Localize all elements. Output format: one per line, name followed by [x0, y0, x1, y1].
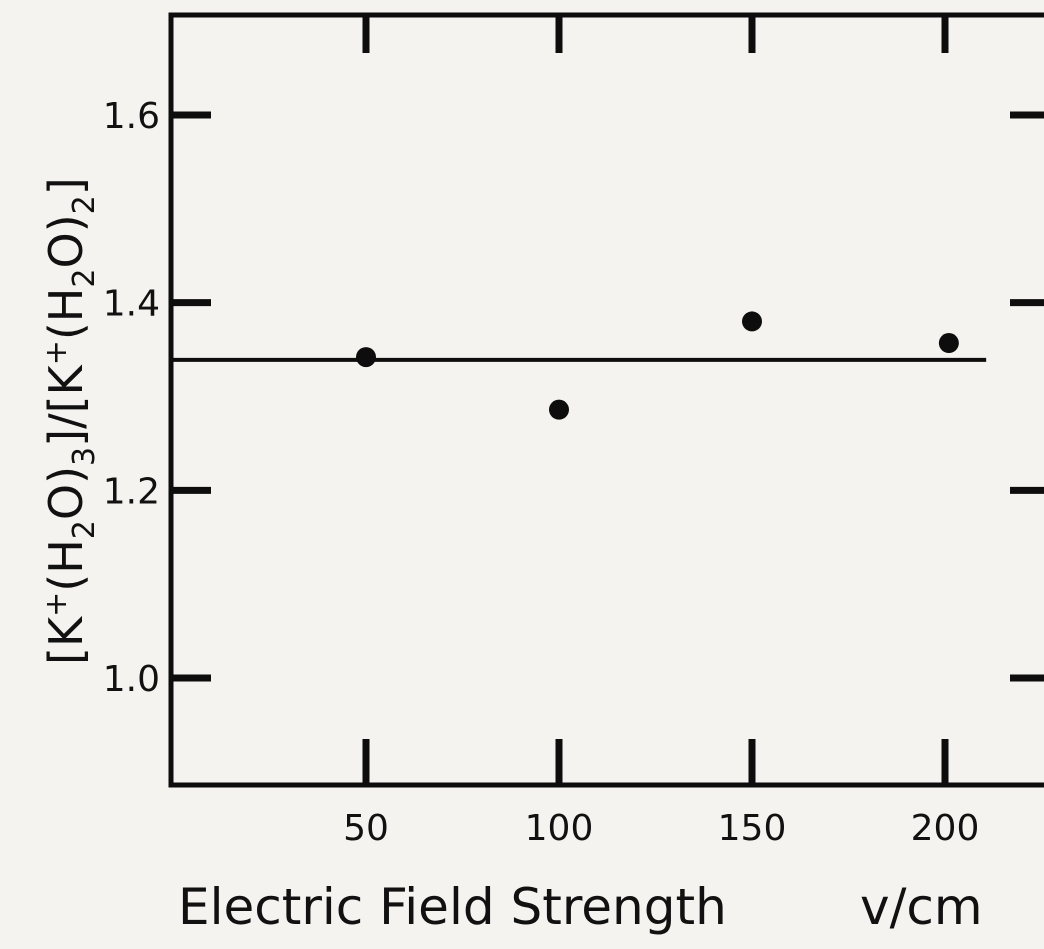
y-axis-title-part: ]: [39, 177, 93, 195]
x-ticks: 50 100 150 200: [343, 15, 979, 849]
data-point: [742, 311, 762, 332]
y-axis-title-part: +: [39, 592, 74, 617]
data-point: [938, 333, 959, 354]
y-axis-title: [K+(H2O)3]/[K+(H2O)2]: [39, 177, 102, 665]
data-point: [549, 399, 569, 420]
x-axis-title: Electric Field Strength: [178, 878, 727, 936]
y-tick-label: 1.6: [103, 96, 160, 137]
y-axis-title-part: ]/[K: [39, 363, 93, 446]
y-axis-title-part: O): [39, 466, 93, 520]
data-point: [356, 347, 376, 368]
x-tick-label: 150: [718, 808, 787, 849]
data-points: [356, 311, 959, 420]
y-tick-label: 1.0: [103, 659, 160, 700]
y-axis-title-part: (H: [39, 539, 93, 592]
y-axis-title-part: (H: [39, 288, 93, 341]
y-axis-title-part: 2: [67, 269, 102, 288]
y-tick-label: 1.4: [103, 284, 160, 325]
x-tick-label: 100: [525, 808, 594, 849]
x-tick-label: 200: [911, 808, 980, 849]
y-axis-title-part: 2: [67, 195, 102, 214]
y-ticks: 1.0 1.2 1.4 1.6: [103, 96, 1044, 700]
y-axis-title-part: 2: [67, 520, 102, 539]
y-axis-title-part: +: [39, 340, 74, 365]
x-axis-unit: v/cm: [860, 878, 983, 936]
y-axis-title-part: 3: [67, 447, 102, 466]
x-tick-label: 50: [343, 808, 389, 849]
y-axis-title-part: [K: [39, 615, 93, 665]
plot-frame: [168, 12, 1044, 788]
y-axis-title-part: O): [39, 214, 93, 268]
y-tick-label: 1.2: [103, 471, 160, 512]
